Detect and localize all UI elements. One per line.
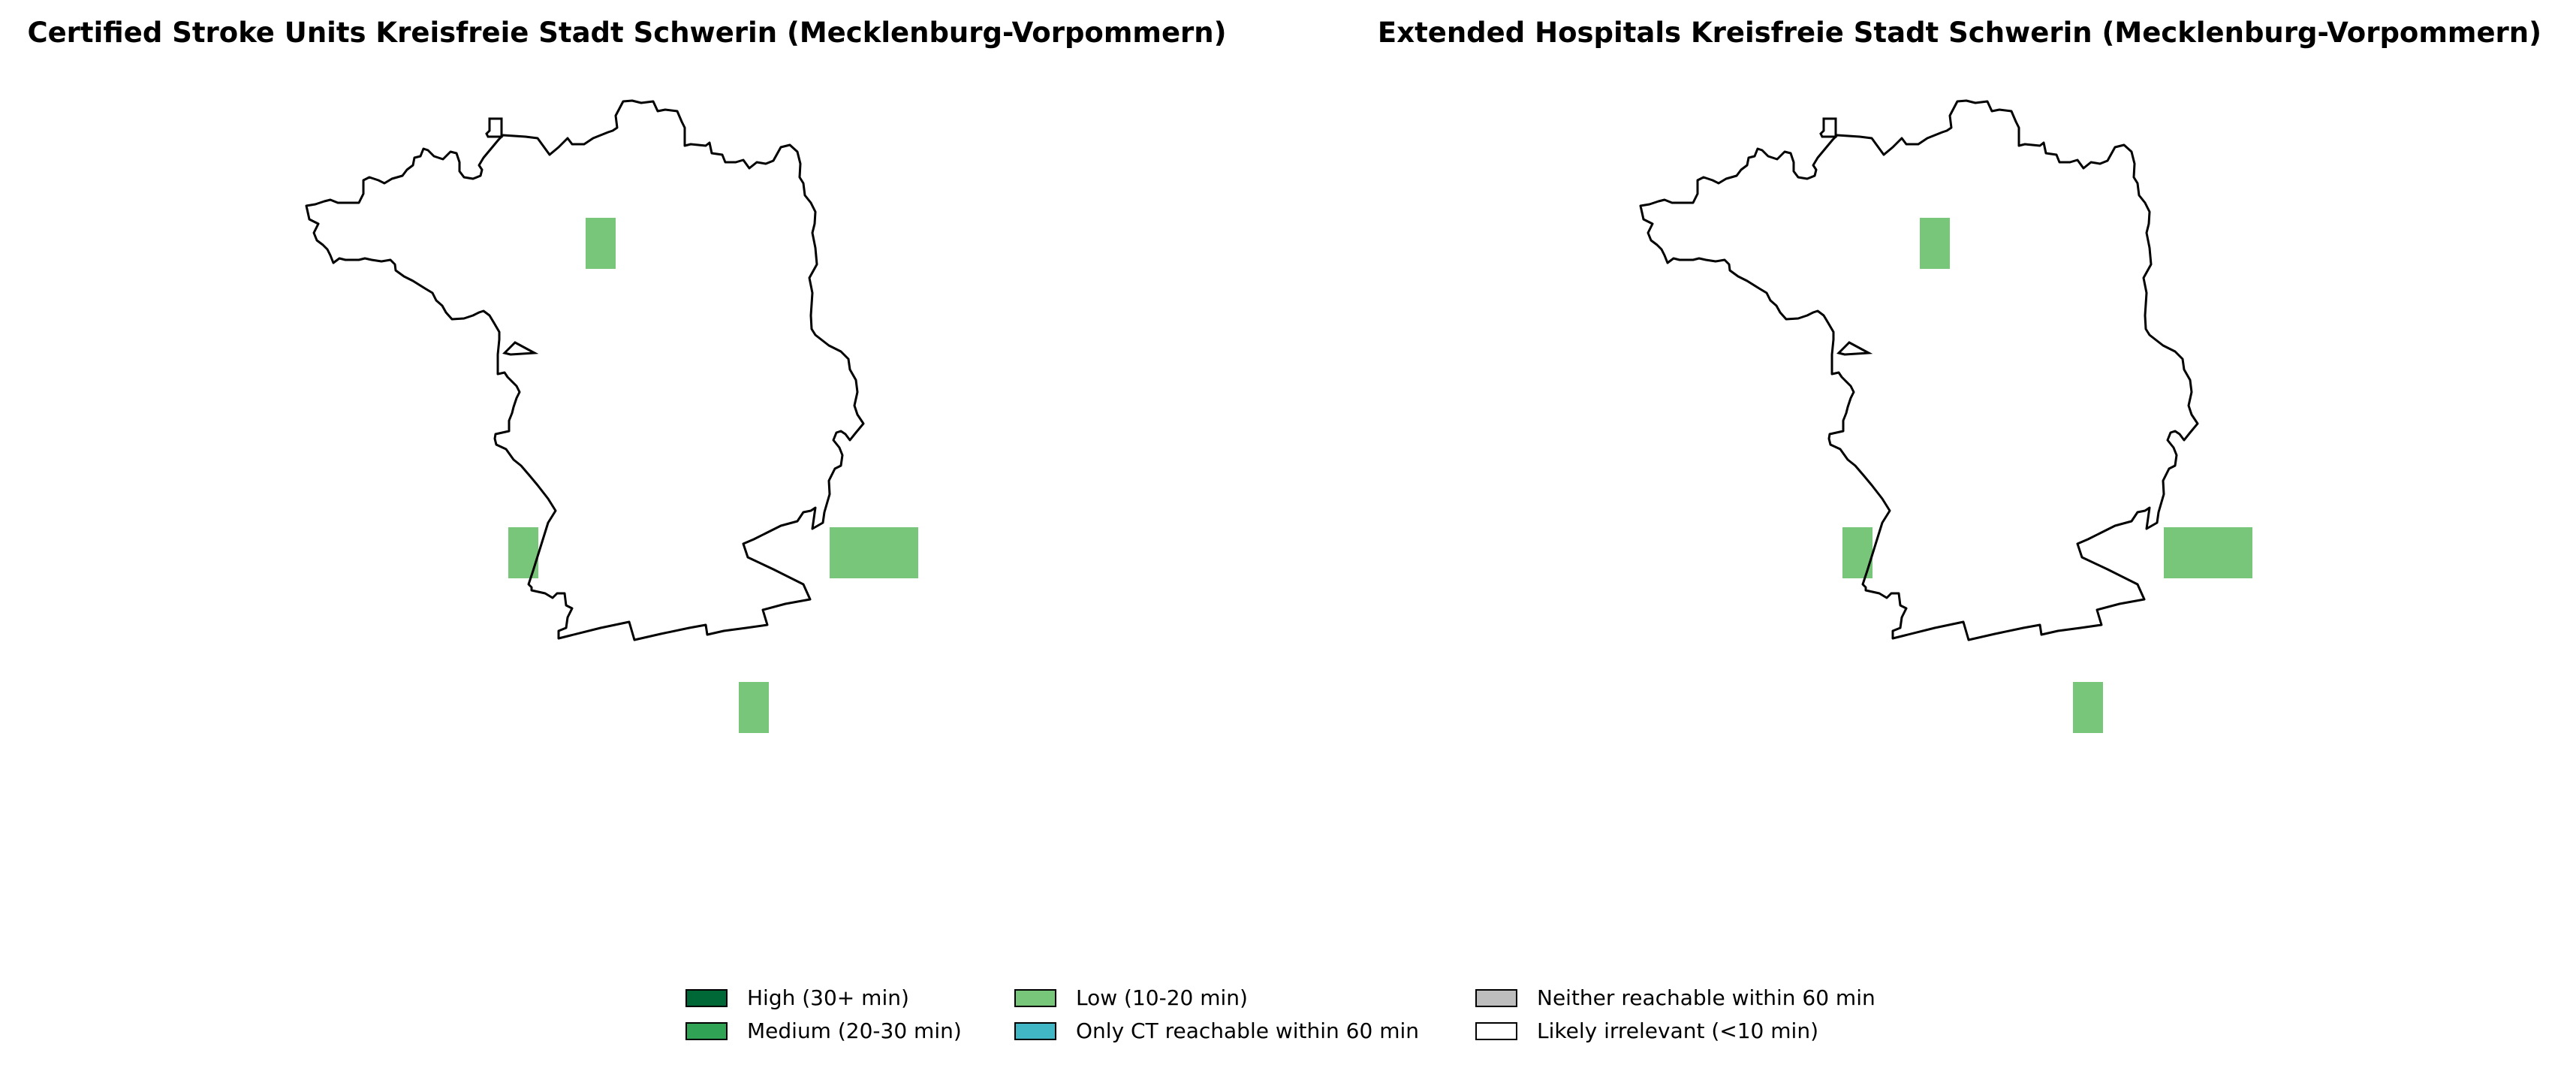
legend-item-only-ct: Only CT reachable within 60 min (1014, 1018, 1419, 1043)
panel-title-extended-hospitals: Extended Hospitals Kreisfreie Stadt Schw… (1377, 17, 2542, 49)
reachability-cell (2164, 527, 2252, 578)
legend-swatch-only-ct (1014, 1021, 1056, 1040)
map-extended-hospitals (1639, 99, 2252, 733)
reachability-cell (2073, 682, 2103, 733)
reachability-cell (1920, 218, 1950, 269)
legend-label-neither: Neither reachable within 60 min (1537, 985, 1876, 1010)
legend-label-low: Low (10-20 min) (1076, 985, 1248, 1010)
boundary-enclave-west (1836, 341, 1873, 356)
reachability-cell (586, 218, 616, 269)
reachability-cells (508, 218, 918, 733)
legend-label-only-ct: Only CT reachable within 60 min (1076, 1018, 1420, 1043)
legend-label-irrelevant: Likely irrelevant (<10 min) (1537, 1018, 1818, 1043)
legend-swatch-irrelevant (1475, 1021, 1517, 1040)
boundary-enclave-north (485, 117, 503, 138)
panel-title-certified-stroke-units: Certified Stroke Units Kreisfreie Stadt … (27, 17, 1227, 49)
legend-label-high: High (30+ min) (747, 985, 909, 1010)
legend-item-neither: Neither reachable within 60 min (1475, 985, 1876, 1010)
district-boundary (305, 99, 865, 641)
map-certified-stroke-units (305, 99, 918, 733)
legend-swatch-medium (685, 1021, 728, 1040)
legend-item-medium: Medium (20-30 min) (685, 1018, 962, 1043)
legend-swatch-neither (1475, 988, 1517, 1007)
boundary-enclave-north (1819, 117, 1837, 138)
legend-item-high: High (30+ min) (685, 985, 909, 1010)
reachability-cells (1842, 218, 2252, 733)
legend-item-irrelevant: Likely irrelevant (<10 min) (1475, 1018, 1818, 1043)
legend-swatch-low (1014, 988, 1056, 1007)
legend-label-medium: Medium (20-30 min) (747, 1018, 962, 1043)
reachability-cell (739, 682, 769, 733)
district-boundary (1639, 99, 2199, 641)
reachability-cell (830, 527, 918, 578)
legend-swatch-high (685, 988, 728, 1007)
boundary-enclave-west (502, 341, 539, 356)
legend-item-low: Low (10-20 min) (1014, 985, 1248, 1010)
